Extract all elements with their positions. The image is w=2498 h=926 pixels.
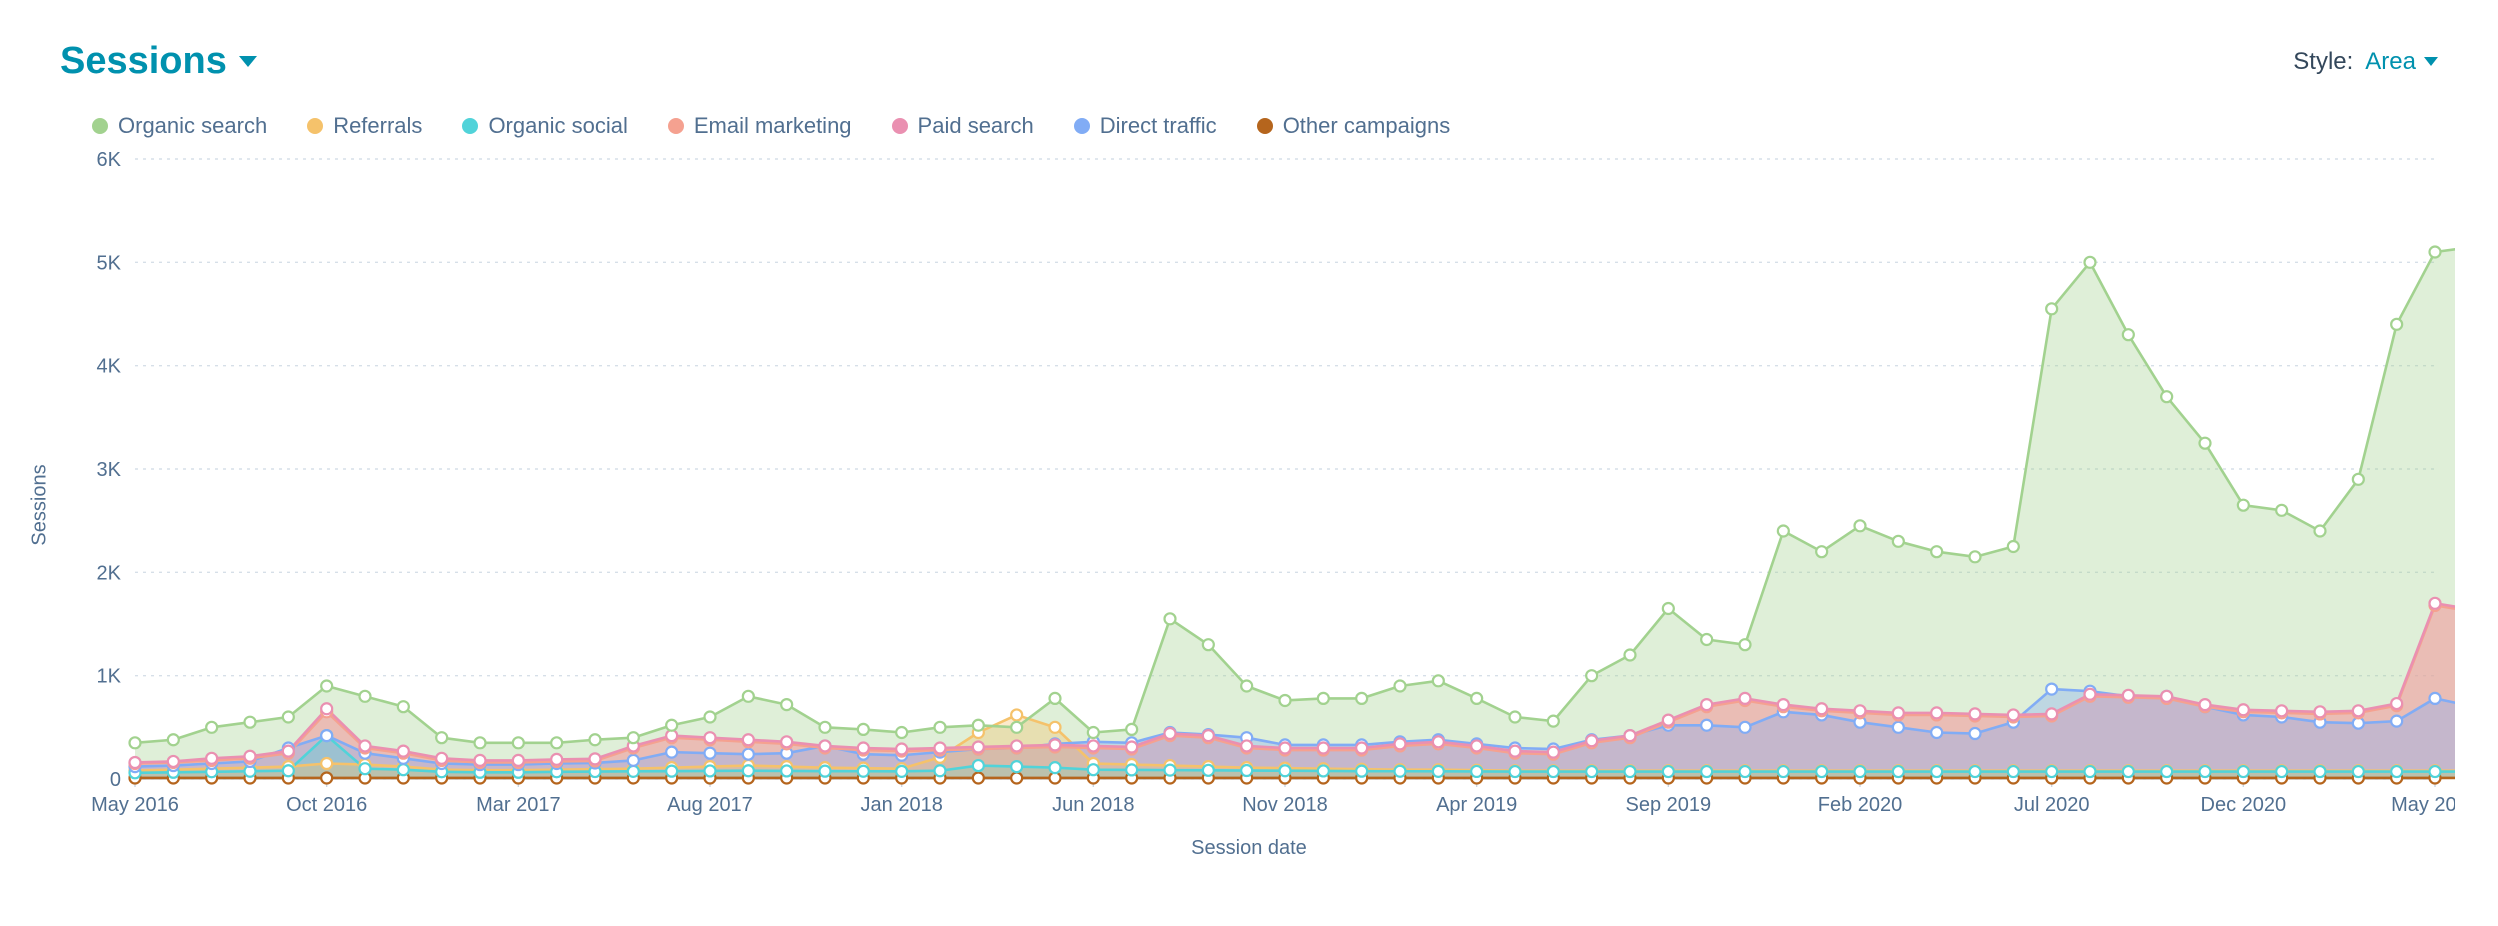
legend-swatch [307,118,323,134]
toolbar: Sessions Style: Area [60,40,2438,83]
legend-label: Organic search [118,113,267,139]
legend-item-paid-search[interactable]: Paid search [892,113,1034,139]
x-tick-label: May 2021 [2391,794,2455,816]
legend-swatch [1257,118,1273,134]
legend-label: Referrals [333,113,422,139]
legend-swatch [92,118,108,134]
y-axis-title: Sessions [29,464,52,545]
metric-label: Sessions [60,40,227,83]
style-selector: Style: Area [2293,48,2438,76]
metric-dropdown[interactable]: Sessions [60,40,257,83]
y-tick-label: 5K [97,252,122,274]
x-tick-label: Sep 2019 [1626,794,1712,816]
style-dropdown[interactable]: Area [2365,48,2438,76]
legend-item-email-marketing[interactable]: Email marketing [668,113,852,139]
style-value: Area [2365,48,2416,76]
legend-swatch [892,118,908,134]
legend-item-referrals[interactable]: Referrals [307,113,422,139]
legend-label: Other campaigns [1283,113,1451,139]
x-tick-label: Feb 2020 [1818,794,1903,816]
legend: Organic search Referrals Organic social Ema… [92,113,2438,139]
y-tick-label: 0 [110,769,121,791]
x-tick-label: May 2016 [91,794,179,816]
x-tick-label: Aug 2017 [667,794,753,816]
y-tick-label: 3K [97,459,122,481]
y-tick-label: 2K [97,562,122,584]
legend-label: Direct traffic [1100,113,1217,139]
caret-down-icon [2424,57,2438,66]
x-tick-label: Apr 2019 [1436,794,1517,816]
y-tick-label: 6K [97,149,122,171]
chart-panel: Sessions Style: Area Organic search Refer… [0,0,2498,926]
x-tick-label: Jan 2018 [861,794,943,816]
legend-item-other-campaigns[interactable]: Other campaigns [1257,113,1451,139]
chart-area: Sessions 01K2K3K4K5K6KMay 2016Oct 2016Ma… [60,149,2438,860]
x-tick-label: Jun 2018 [1052,794,1134,816]
x-tick-label: Mar 2017 [476,794,561,816]
legend-label: Organic social [488,113,627,139]
legend-label: Email marketing [694,113,852,139]
y-tick-label: 4K [97,356,122,378]
style-label: Style: [2293,48,2353,76]
area-chart: 0 1K 2K 3K 4K 5K 6K May 2016 Oct 2016 Mar 2017 Aug… [60,149,2455,829]
x-tick-label: Nov 2018 [1242,794,1328,816]
legend-item-organic-search[interactable]: Organic search [92,113,267,139]
legend-swatch [668,118,684,134]
x-axis-title: Session date [60,837,2438,860]
legend-swatch [462,118,478,134]
caret-down-icon [239,56,257,67]
x-tick-label: Jul 2020 [2014,794,2090,816]
x-tick-label: Dec 2020 [2201,794,2287,816]
legend-label: Paid search [918,113,1034,139]
y-tick-label: 1K [97,666,122,688]
legend-swatch [1074,118,1090,134]
x-tick-label: Oct 2016 [286,794,367,816]
legend-item-direct-traffic[interactable]: Direct traffic [1074,113,1217,139]
legend-item-organic-social[interactable]: Organic social [462,113,627,139]
